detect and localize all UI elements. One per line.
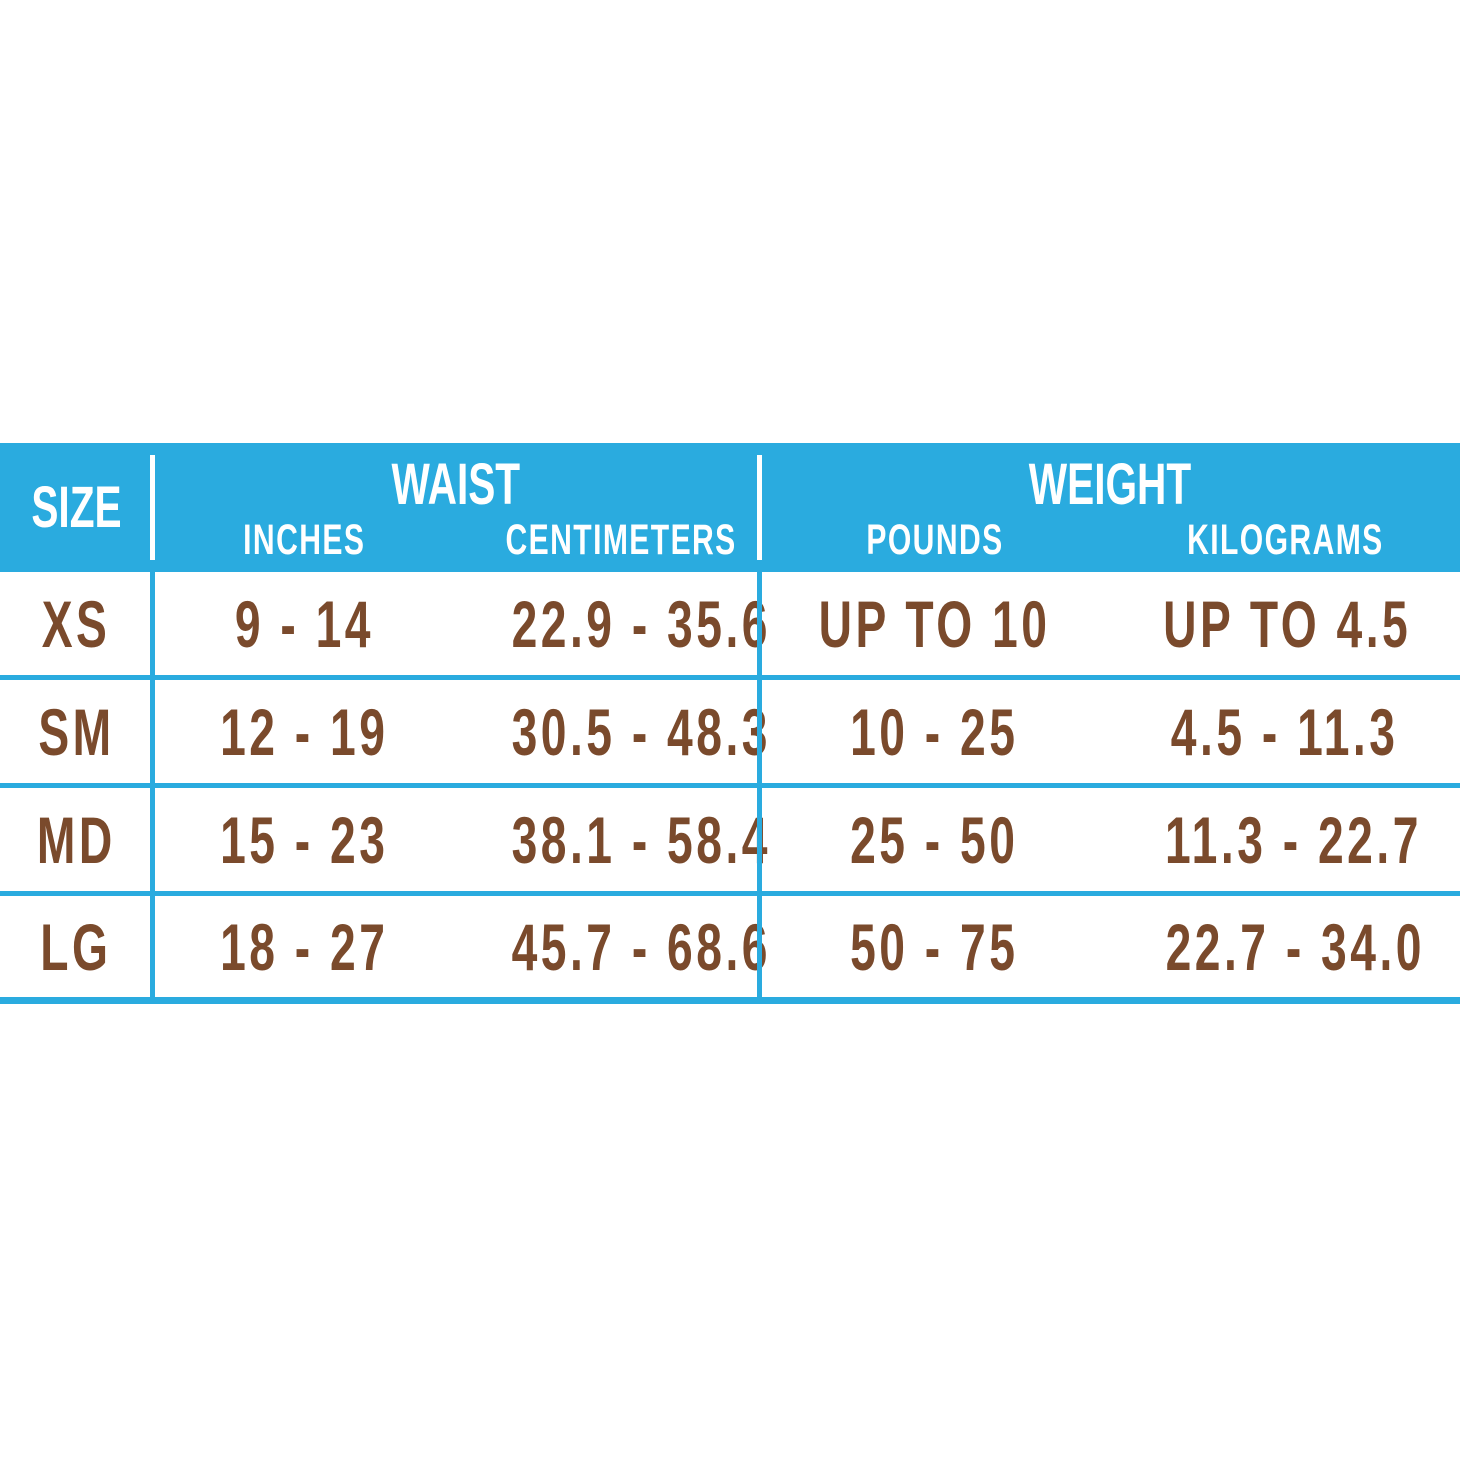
table-row-sm: SM 12 - 19 30.5 - 48.3 10 - 25 4.5 - 11.… — [0, 680, 1460, 788]
table-body: XS 9 - 14 22.9 - 35.6 UP TO 10 UP TO 4.5… — [0, 572, 1460, 1004]
inches-label: INCHES — [242, 515, 366, 564]
cell-size: XS — [41, 586, 111, 661]
waist-subheaders: INCHES CENTIMETERS — [152, 515, 759, 565]
header-divider-size-waist — [150, 455, 155, 560]
cell-waist-inches: 9 - 14 — [234, 586, 374, 661]
cell-weight-pounds: 50 - 75 — [850, 909, 1019, 984]
column-header-pounds: POUNDS — [759, 515, 1110, 565]
header-size-cell: SIZE — [0, 443, 152, 572]
centimeters-label: CENTIMETERS — [505, 515, 737, 564]
cell-weight-kilograms: 4.5 - 11.3 — [1171, 694, 1399, 769]
cell-weight-pounds: 10 - 25 — [850, 694, 1019, 769]
header-group-weight: WEIGHT POUNDS KILOGRAMS — [759, 443, 1460, 572]
cell-waist-centimeters: 45.7 - 68.6 — [511, 909, 771, 984]
cell-waist-centimeters: 38.1 - 58.4 — [511, 802, 771, 877]
pounds-label: POUNDS — [865, 515, 1004, 564]
column-header-centimeters: CENTIMETERS — [456, 515, 759, 565]
weight-group-title-row: WEIGHT — [759, 451, 1460, 517]
table-row-xs: XS 9 - 14 22.9 - 35.6 UP TO 10 UP TO 4.5 — [0, 572, 1460, 680]
cell-size: SM — [37, 694, 115, 769]
cell-weight-kilograms: 11.3 - 22.7 — [1165, 802, 1422, 877]
header-divider-waist-weight — [757, 455, 762, 560]
cell-waist-centimeters: 22.9 - 35.6 — [511, 586, 771, 661]
cell-weight-pounds: 25 - 50 — [850, 802, 1019, 877]
header-group-waist: WAIST INCHES CENTIMETERS — [152, 443, 759, 572]
cell-waist-inches: 15 - 23 — [219, 802, 389, 877]
cell-size: MD — [36, 802, 116, 877]
cell-weight-kilograms: 22.7 - 34.0 — [1165, 909, 1425, 984]
kilograms-label: KILOGRAMS — [1186, 515, 1384, 564]
body-divider-waist-weight — [757, 572, 762, 997]
body-divider-size-waist — [150, 572, 155, 997]
weight-subheaders: POUNDS KILOGRAMS — [759, 515, 1460, 565]
table-header: SIZE WAIST INCHES CENTIMETERS WEIGHT — [0, 443, 1460, 572]
size-chart-table: SIZE WAIST INCHES CENTIMETERS WEIGHT — [0, 443, 1460, 1004]
cell-size: LG — [40, 909, 112, 984]
table-row-lg: LG 18 - 27 45.7 - 68.6 50 - 75 22.7 - 34… — [0, 896, 1460, 1004]
waist-group-title-row: WAIST — [152, 451, 759, 517]
cell-weight-pounds: UP TO 10 — [818, 586, 1051, 661]
waist-group-title: WAIST — [391, 451, 520, 517]
cell-weight-kilograms: UP TO 4.5 — [1163, 586, 1412, 661]
column-header-kilograms: KILOGRAMS — [1110, 515, 1460, 565]
column-header-inches: INCHES — [152, 515, 456, 565]
header-size-label: SIZE — [30, 475, 122, 540]
cell-waist-inches: 12 - 19 — [219, 694, 389, 769]
table-row-md: MD 15 - 23 38.1 - 58.4 25 - 50 11.3 - 22… — [0, 788, 1460, 896]
cell-waist-inches: 18 - 27 — [219, 909, 389, 984]
weight-group-title: WEIGHT — [1028, 451, 1191, 517]
cell-waist-centimeters: 30.5 - 48.3 — [511, 694, 771, 769]
